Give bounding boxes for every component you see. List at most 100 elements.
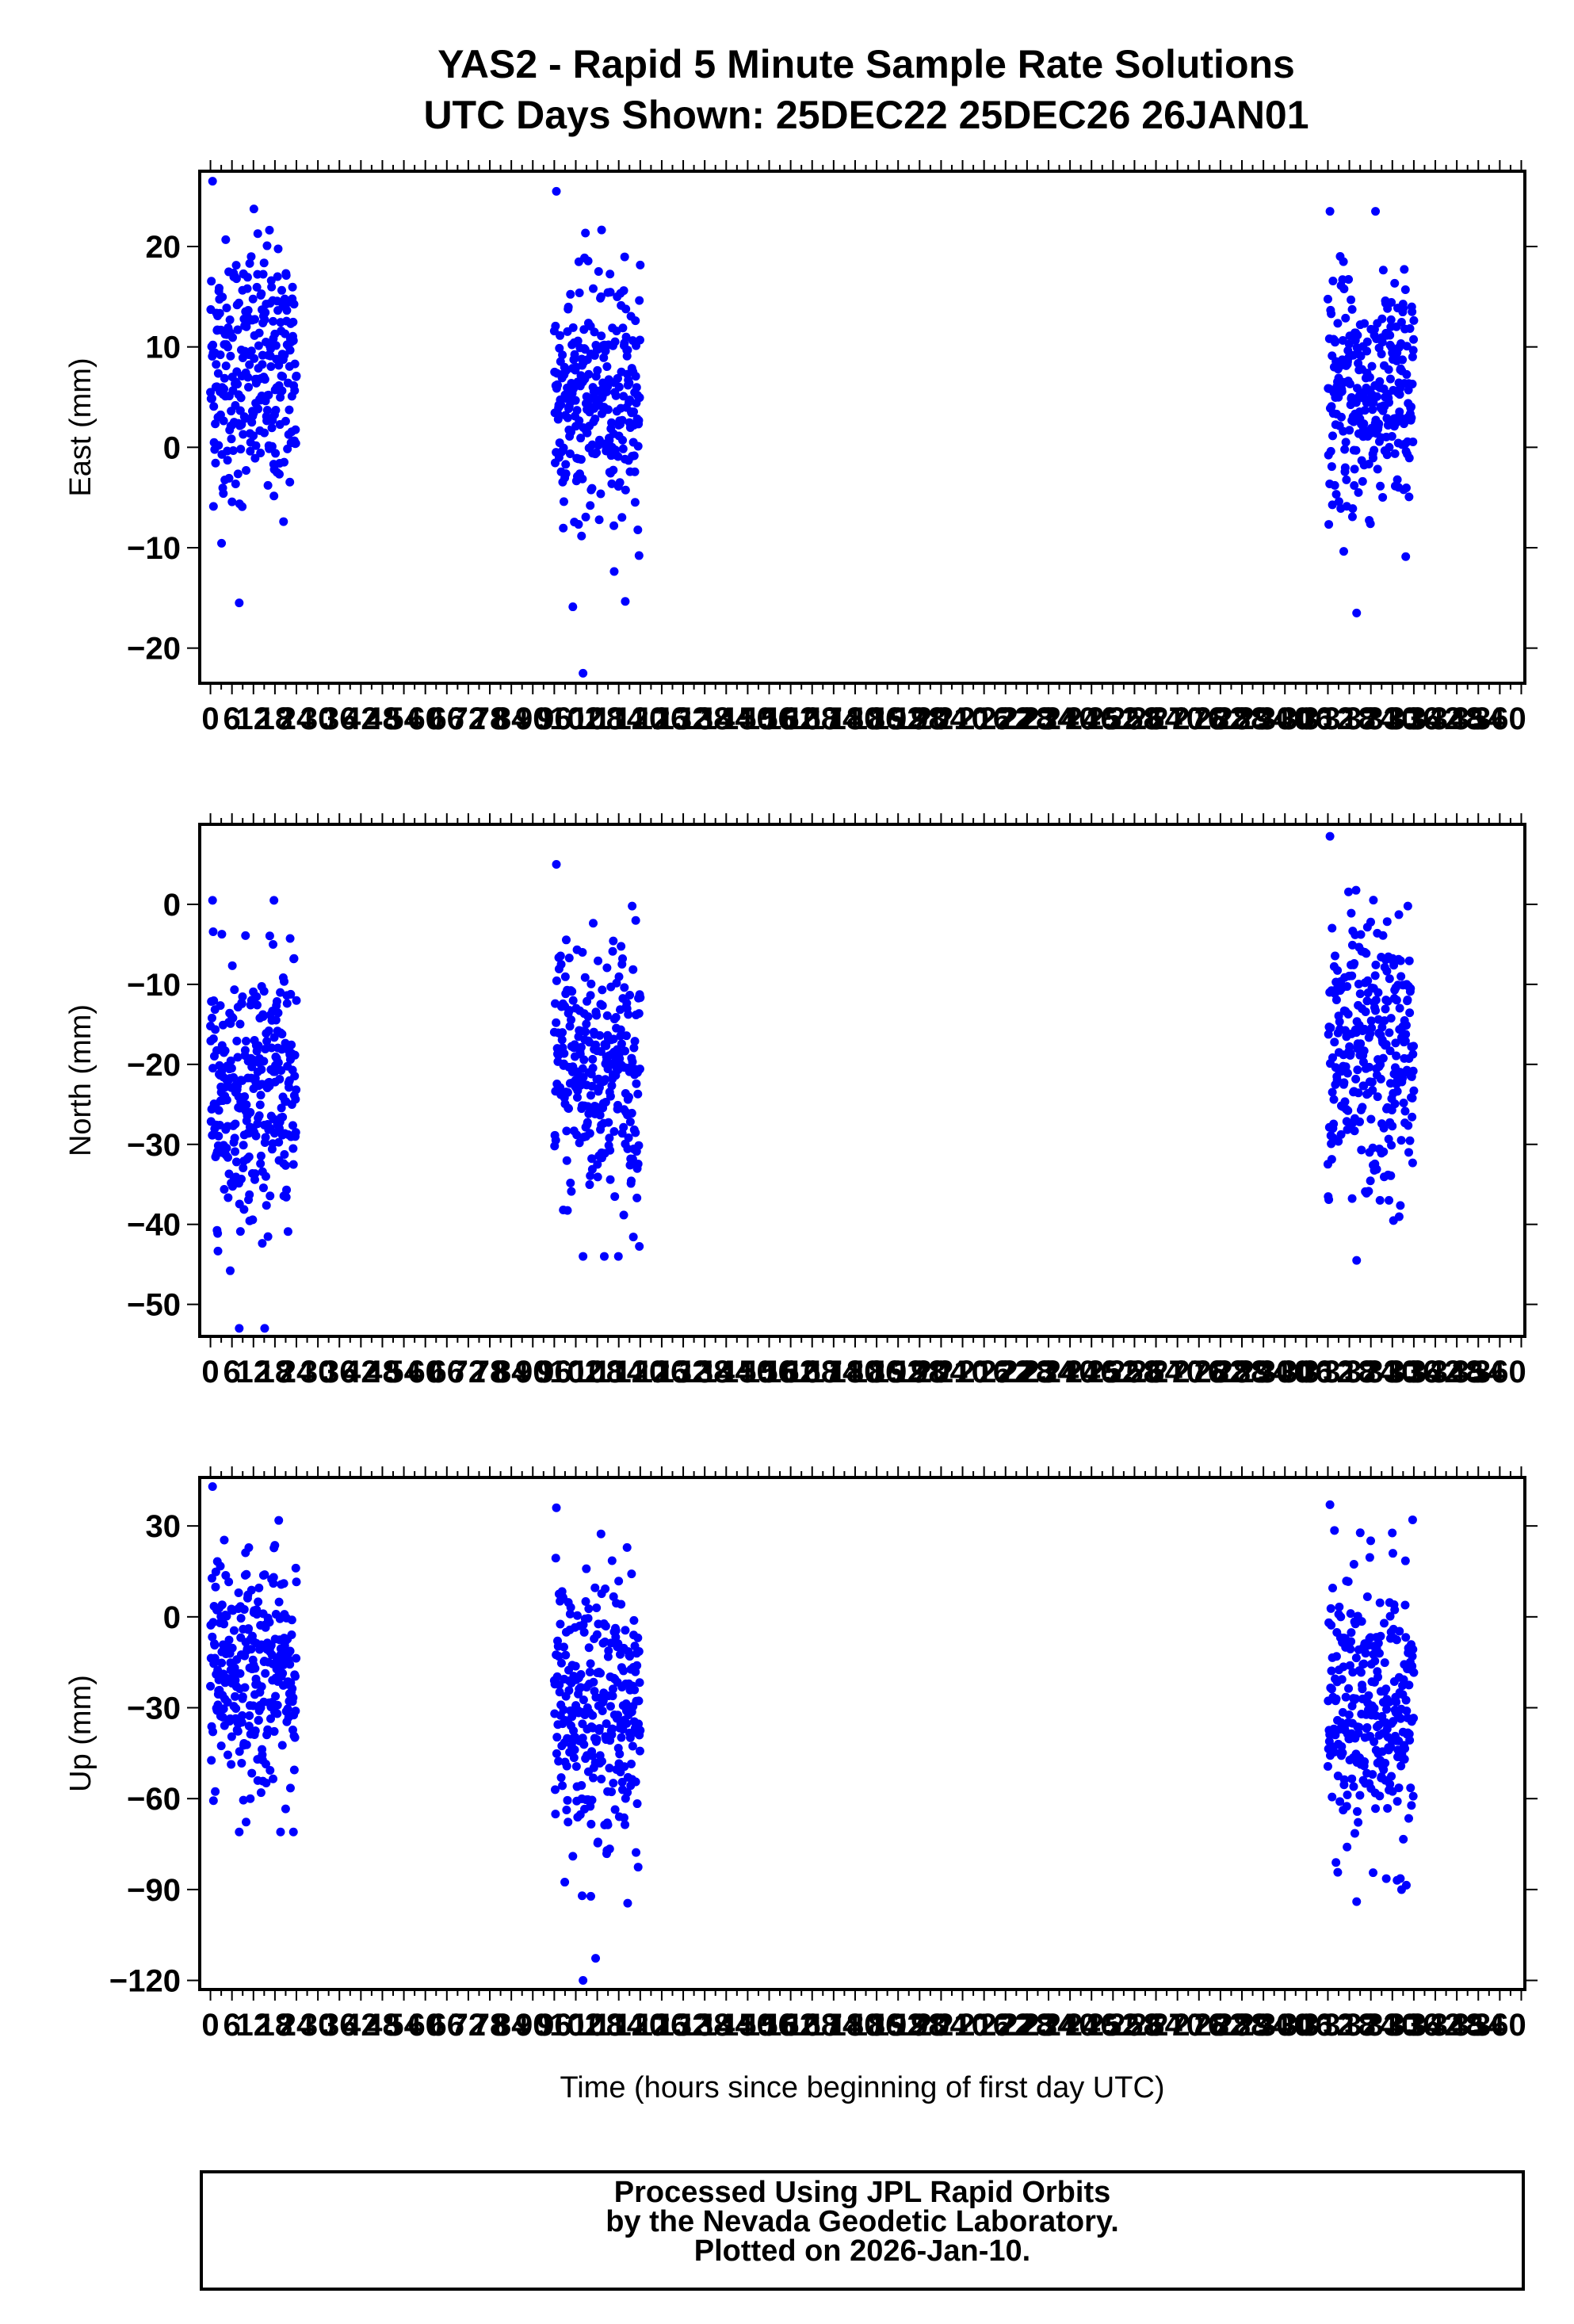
data-point: [1390, 278, 1400, 288]
data-point: [1368, 405, 1377, 415]
data-point: [275, 1074, 285, 1084]
data-point: [256, 1159, 266, 1168]
data-point: [1381, 1004, 1390, 1014]
data-point: [1356, 1039, 1366, 1049]
data-point: [209, 402, 219, 411]
data-point: [226, 351, 235, 361]
data-point: [1350, 958, 1359, 968]
data-point: [1356, 351, 1366, 361]
data-point: [1355, 1528, 1365, 1538]
data-point: [1393, 1797, 1402, 1806]
data-point: [287, 1040, 296, 1049]
x-tick-label: 324: [1344, 2008, 1397, 2043]
data-point: [233, 380, 243, 389]
data-point: [226, 1056, 235, 1065]
data-point: [257, 1065, 266, 1074]
data-point: [1378, 1053, 1388, 1063]
data-point: [1385, 1697, 1394, 1707]
data-point: [619, 1666, 628, 1676]
data-point: [278, 372, 288, 381]
data-point: [262, 1778, 271, 1787]
x-tick-label: 72: [451, 701, 487, 736]
x-tick-label: 306: [1280, 1355, 1333, 1389]
x-tick-label: 102: [549, 701, 602, 736]
data-point: [1368, 1143, 1377, 1152]
data-point: [629, 1615, 639, 1625]
x-tick-label: 354: [1452, 701, 1505, 736]
data-point: [252, 1610, 262, 1619]
data-point: [1347, 940, 1357, 950]
data-point: [563, 1087, 572, 1097]
data-point: [250, 1664, 260, 1673]
data-point: [579, 1627, 589, 1637]
x-tick-label: 360: [1473, 1355, 1526, 1389]
data-point: [1344, 1711, 1354, 1720]
y-axis-label: Up (mm): [64, 1675, 97, 1792]
data-point: [273, 1008, 283, 1018]
data-point: [234, 298, 243, 308]
data-point: [208, 1064, 218, 1073]
data-point: [254, 404, 263, 414]
data-point: [292, 1653, 301, 1663]
data-point: [249, 431, 258, 441]
data-point: [558, 1781, 567, 1791]
data-point: [290, 386, 300, 396]
data-point: [1408, 1112, 1417, 1122]
x-tick-label: 120: [613, 1355, 667, 1389]
data-point: [235, 1227, 245, 1237]
data-point: [288, 317, 298, 327]
data-point: [631, 1777, 640, 1787]
data-point: [207, 1013, 216, 1022]
data-point: [223, 1193, 233, 1202]
data-point: [1409, 1086, 1419, 1095]
x-tick-label: 204: [915, 701, 968, 736]
data-point: [1366, 519, 1375, 529]
y-axis-label: North (mm): [64, 1004, 97, 1156]
data-point: [208, 896, 217, 905]
x-tick-label: 186: [850, 1355, 904, 1389]
data-point: [1371, 1006, 1381, 1015]
data-point: [231, 1691, 240, 1701]
data-point: [563, 1206, 572, 1215]
data-point: [264, 390, 273, 399]
data-point: [1400, 1744, 1410, 1753]
data-point: [562, 1156, 571, 1165]
data-point: [279, 1579, 288, 1588]
data-point: [1345, 379, 1354, 388]
data-point: [605, 436, 614, 445]
data-point: [1328, 1583, 1338, 1592]
data-point: [265, 1618, 274, 1627]
data-point: [570, 1745, 579, 1755]
data-point: [587, 1751, 597, 1760]
data-point: [1360, 1756, 1370, 1766]
data-point: [1355, 1117, 1365, 1126]
data-point: [1381, 1874, 1391, 1883]
data-point: [292, 1577, 301, 1587]
data-points-east: [206, 177, 1419, 678]
data-point: [1340, 445, 1350, 454]
data-point: [1362, 337, 1372, 346]
data-point: [208, 340, 218, 350]
x-tick-label: 264: [1129, 1355, 1182, 1389]
data-point: [588, 1064, 598, 1073]
data-point: [584, 1643, 594, 1653]
data-point: [231, 1157, 241, 1167]
data-point: [211, 1582, 220, 1592]
data-point: [623, 1787, 632, 1797]
data-point: [220, 1619, 229, 1629]
data-point: [1339, 1078, 1349, 1087]
data-point: [635, 335, 644, 345]
data-point: [586, 1091, 595, 1100]
data-point: [1364, 1187, 1373, 1196]
data-point: [575, 416, 584, 426]
data-point: [610, 1192, 620, 1202]
data-point: [1404, 1121, 1413, 1130]
data-point: [227, 497, 237, 506]
data-point: [1400, 1107, 1410, 1116]
data-point: [1340, 1097, 1350, 1107]
data-point: [630, 1037, 640, 1046]
data-point: [281, 416, 290, 426]
data-point: [1340, 463, 1350, 472]
data-point: [243, 273, 252, 282]
y-tick-label: −40: [127, 1208, 181, 1243]
